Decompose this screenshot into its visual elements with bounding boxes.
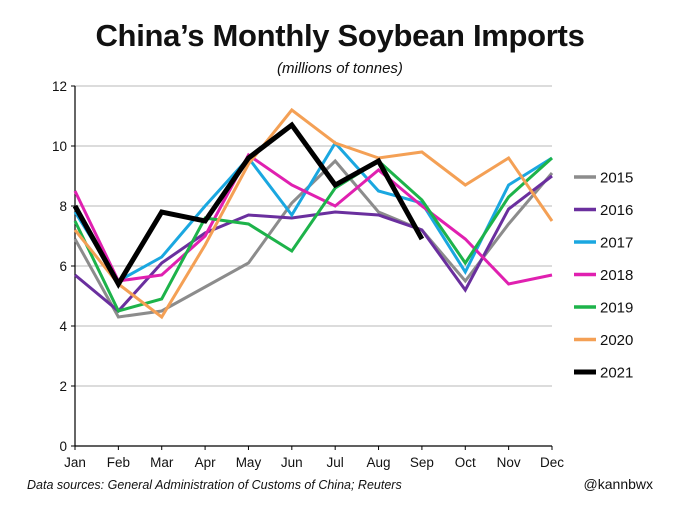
x-tick-label: Mar [150,455,174,470]
x-tick-label: Sep [410,455,434,470]
y-tick-label: 10 [52,139,67,154]
legend-label-2021: 2021 [600,365,633,382]
y-tick-label: 0 [59,439,67,454]
y-tick-labels: 0 2 4 6 8 10 12 [52,79,68,454]
series-lines [72,107,554,320]
x-tick-label: Dec [540,455,564,470]
y-tick-label: 6 [59,259,67,274]
series-line-2017 [73,140,553,283]
data-source-note: Data sources: General Administration of … [27,478,402,492]
x-tick-label: Jan [64,455,86,470]
x-tick-label: Jul [327,455,344,470]
series-line-2018 [73,152,553,286]
x-tick-label: Feb [107,455,130,470]
chart-title: China’s Monthly Soybean Imports [95,18,585,53]
y-tick-label: 2 [59,379,67,394]
axes [71,85,553,450]
legend-label-2019: 2019 [600,300,633,317]
x-tick-label: May [236,455,262,470]
legend-label-2016: 2016 [600,202,633,219]
series-line-2020 [73,107,554,320]
legend-label-2017: 2017 [600,235,633,252]
x-tick-label: Nov [497,455,521,470]
author-credit: @kannbwx [583,476,653,492]
series-line-2021 [72,121,425,289]
x-tick-labels: Jan Feb Mar Apr May Jun Jul Aug Sep Oct Nov Dec [64,455,564,470]
legend-label-2020: 2020 [600,332,633,349]
x-tick-label: Aug [367,455,391,470]
legend-label-2018: 2018 [600,267,633,284]
y-tick-label: 12 [52,79,67,94]
x-tick-label: Apr [195,455,217,470]
series-line-2019 [73,156,554,313]
y-tick-label: 8 [59,199,67,214]
x-tick-label: Oct [455,455,476,470]
x-tick-label: Jun [281,455,303,470]
series-line-2016 [74,174,553,314]
legend-label-2015: 2015 [600,170,633,187]
legend: 2015 2016 2017 2018 2019 2020 2021 [574,170,633,382]
grid-lines [75,85,552,387]
chart-subtitle: (millions of tonnes) [277,60,403,77]
y-tick-label: 4 [59,319,67,334]
